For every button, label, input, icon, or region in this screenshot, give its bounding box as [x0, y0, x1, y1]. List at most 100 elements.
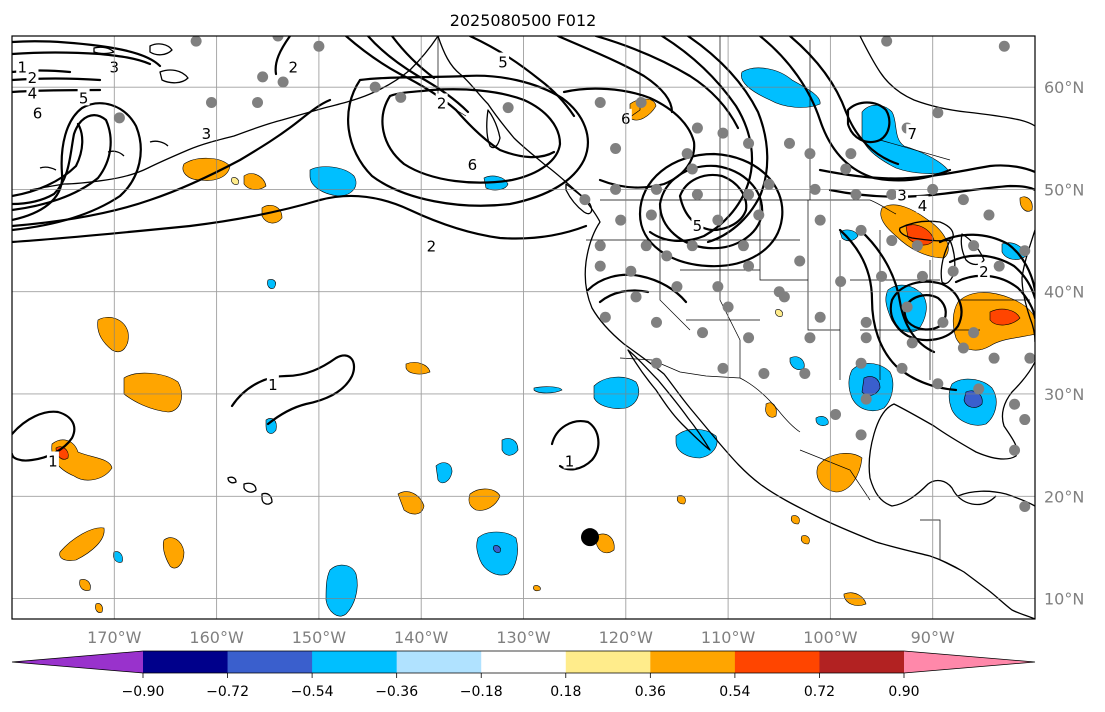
contour-label: 2 [979, 263, 989, 281]
colorbar-segment [819, 651, 905, 673]
contour-3-pacific [12, 98, 332, 228]
station-marker [901, 301, 913, 313]
station-marker [881, 36, 893, 47]
station-marker [1009, 398, 1021, 410]
contour-canada-east-2 [788, 36, 900, 166]
shade-orange-tropics-8 [595, 533, 615, 554]
shade-orange-tropics-4 [59, 527, 105, 561]
lon-tick-label: 110°W [701, 628, 756, 647]
contour-east-coast-2 [948, 254, 1035, 300]
shade-orange-north-pacific-2 [243, 173, 267, 190]
contour-alaska-inner-3 [390, 36, 436, 80]
colorbar-segment [734, 651, 820, 673]
colorbar-tick-label: −0.36 [375, 684, 418, 700]
station-marker [395, 91, 407, 103]
coastline-alaska-island-2 [159, 69, 189, 84]
station-marker [947, 265, 959, 277]
station-marker [814, 311, 826, 323]
coastline-aleutian-3 [149, 140, 169, 147]
station-marker [835, 275, 847, 287]
contour-label: 4 [28, 84, 38, 102]
shade-blue-small-9 [113, 551, 123, 563]
contour-label-bg [46, 451, 59, 469]
lat-tick-label: 40°N [1044, 283, 1084, 302]
station-marker [615, 214, 627, 226]
station-marker [932, 107, 944, 119]
map-frame [11, 35, 1036, 620]
contour-label: 1 [48, 452, 58, 470]
shade-purple-florida [963, 390, 983, 408]
colorbar-tick-label: 0.18 [550, 684, 581, 700]
shade-orange-north-pacific [182, 157, 231, 181]
station-marker [610, 143, 622, 155]
contour-label: 1 [268, 376, 278, 394]
station-marker [860, 316, 872, 328]
coastline-alaska-island-1 [149, 43, 173, 56]
shade-orange-small-9 [95, 603, 103, 613]
contour-alaska-inner-2 [366, 36, 470, 114]
station-marker [635, 96, 647, 108]
colorbar-segment [650, 651, 736, 673]
contour-north-pacific-1 [12, 40, 162, 68]
station-marker [717, 362, 729, 374]
station-marker [625, 265, 637, 277]
contour-6-canada-1 [556, 36, 674, 114]
station-marker [272, 36, 284, 42]
contour-7-hudson [846, 101, 891, 144]
station-marker [804, 332, 816, 344]
station-marker [717, 127, 729, 139]
station-marker [681, 148, 693, 160]
border-central-america [920, 519, 961, 571]
station-marker [794, 255, 806, 267]
station-marker [697, 327, 709, 339]
contour-gulf-alaska-loop-1 [347, 74, 589, 207]
longitude-labels: 170°W 160°W 150°W 140°W 130°W 120°W 110°W 100°W… [87, 628, 955, 647]
station-marker [1019, 245, 1031, 257]
colorbar-segment [481, 651, 567, 673]
lat-tick-label: 60°N [1044, 78, 1084, 97]
station-marker [957, 194, 969, 206]
station-marker [906, 337, 918, 349]
contour-east-coast-3 [954, 274, 1035, 320]
contour-ohio-loop-1 [889, 280, 963, 342]
shade-orange-tropics-5 [162, 537, 185, 569]
contour-label-bg [31, 103, 44, 121]
contour-north-pacific-6 [12, 88, 102, 94]
station-marker [814, 214, 826, 226]
shade-yellow-small-2 [775, 309, 783, 317]
contour-label: 7 [907, 125, 917, 143]
colorbar-segment [143, 651, 229, 673]
coastline-hawaii-1 [227, 476, 237, 484]
station-marker [686, 240, 698, 252]
shade-yellow-small-1 [231, 177, 239, 185]
contour-east-coast-1 [938, 233, 1035, 292]
station-marker [845, 148, 857, 160]
contour-label-bg [287, 57, 300, 75]
station-marker [737, 240, 749, 252]
contour-loop-west-3 [12, 122, 84, 198]
border-states-4 [759, 200, 808, 281]
shade-blue-baja [593, 376, 639, 409]
station-marker [579, 194, 591, 206]
station-marker [645, 209, 657, 221]
station-marker [650, 316, 662, 328]
station-marker [743, 189, 755, 201]
contour-1-west [12, 410, 76, 462]
contour-label-bg [906, 124, 919, 142]
contour-label: 3 [202, 125, 212, 143]
contour-label: 6 [33, 105, 43, 123]
lon-tick-label: 100°W [803, 628, 858, 647]
station-marker [968, 327, 980, 339]
colorbar-extend-low [12, 651, 143, 673]
lon-tick-label: 160°W [189, 628, 244, 647]
contour-label: 3 [897, 187, 907, 205]
contour-canada-east-1 [758, 36, 952, 182]
station-marker [630, 291, 642, 303]
contour-low-canada-2 [686, 36, 769, 244]
lon-tick-label: 120°W [599, 628, 654, 647]
station-marker [916, 270, 928, 282]
lon-tick-label: 140°W [394, 628, 449, 647]
station-marker [763, 178, 775, 190]
